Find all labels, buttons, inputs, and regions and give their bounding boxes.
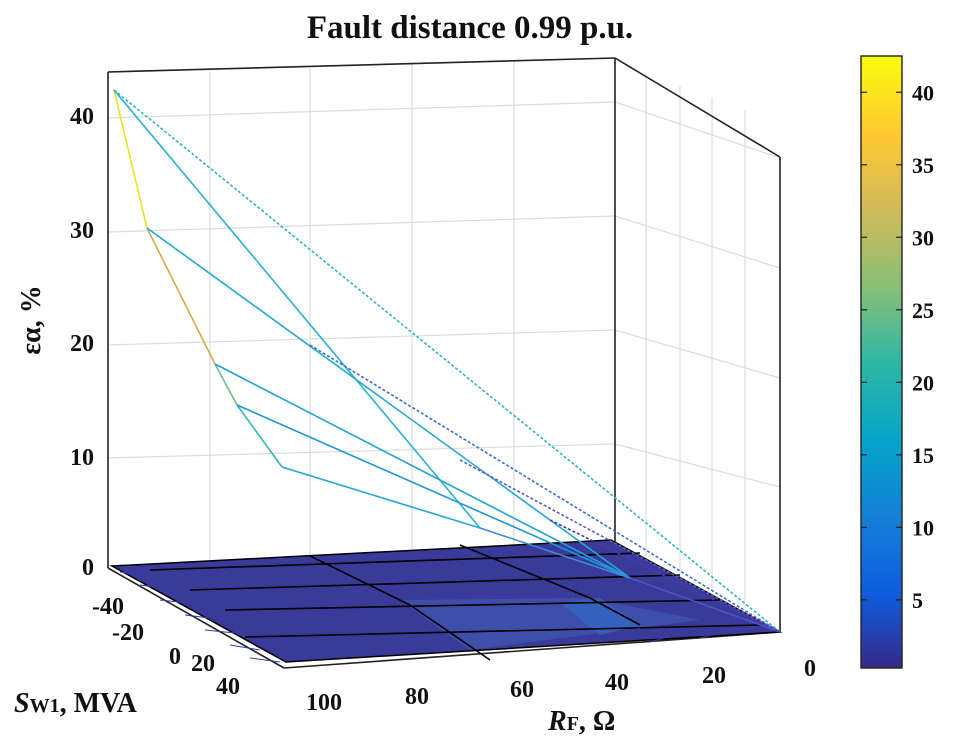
x-axis-label: RF, Ω <box>547 706 615 737</box>
svg-text:εα, %: εα, % <box>16 285 47 355</box>
colorbar-tick-label: 10 <box>912 515 934 540</box>
y-tick: -40 <box>92 594 124 620</box>
y-axis-label: SW1, MVA <box>14 688 138 719</box>
surface-edge <box>146 227 216 365</box>
surface-line <box>549 519 781 633</box>
colorbar-tick-label: 15 <box>912 443 934 468</box>
y-ticks: -40 -20 0 20 40 <box>92 594 240 700</box>
x-tick: 40 <box>605 670 629 696</box>
surface-line <box>236 404 631 579</box>
surface-line <box>146 227 631 579</box>
surface-line <box>629 577 781 633</box>
colorbar-tick-label: 5 <box>912 588 923 613</box>
surface-line <box>113 89 481 529</box>
surface-line <box>479 527 631 579</box>
surface-line <box>214 363 631 579</box>
colorbar-ticks: 5 10 15 20 25 30 35 40 <box>861 80 934 613</box>
surface-line <box>459 459 781 633</box>
back-wall-grid <box>107 61 781 608</box>
z-tick: 40 <box>70 104 94 130</box>
y-tick: 0 <box>169 644 181 670</box>
x-tick: 60 <box>510 677 534 703</box>
z-tick: 30 <box>70 218 94 244</box>
surface-edge <box>236 404 283 468</box>
surface-edge-peak <box>113 89 148 229</box>
x-tick: 100 <box>306 690 342 716</box>
z-tick: 20 <box>70 331 94 357</box>
y-tick: -20 <box>112 620 144 646</box>
colorbar: 5 10 15 20 25 30 35 40 <box>860 55 934 669</box>
surface-line <box>113 89 781 633</box>
y-tick: 40 <box>216 674 240 700</box>
colorbar-tick-label: 40 <box>912 80 934 105</box>
surface-wireframe <box>113 89 781 633</box>
z-ticks: 40 30 20 10 0 <box>70 104 94 581</box>
chart-title: Fault distance 0.99 p.u. <box>307 10 633 46</box>
axes-box <box>107 57 781 669</box>
z-axis-label: εα, % <box>16 285 47 355</box>
z-tick: 10 <box>70 445 94 471</box>
x-ticks: 100 80 60 40 20 0 <box>306 656 816 716</box>
surface-line <box>309 344 781 633</box>
y-tick: 20 <box>191 651 215 677</box>
colorbar-tick-label: 20 <box>912 370 934 395</box>
surface-line <box>281 466 481 529</box>
x-tick: 0 <box>804 656 816 682</box>
z-tick: 0 <box>82 555 94 581</box>
colorbar-gradient <box>860 55 903 669</box>
colorbar-tick-label: 35 <box>912 153 934 178</box>
colorbar-tick-label: 25 <box>912 298 934 323</box>
surface-edge <box>214 363 238 406</box>
x-tick: 80 <box>405 684 429 710</box>
floor-fringe <box>119 571 741 663</box>
x-tick: 20 <box>702 663 726 689</box>
colorbar-tick-label: 30 <box>912 225 934 250</box>
